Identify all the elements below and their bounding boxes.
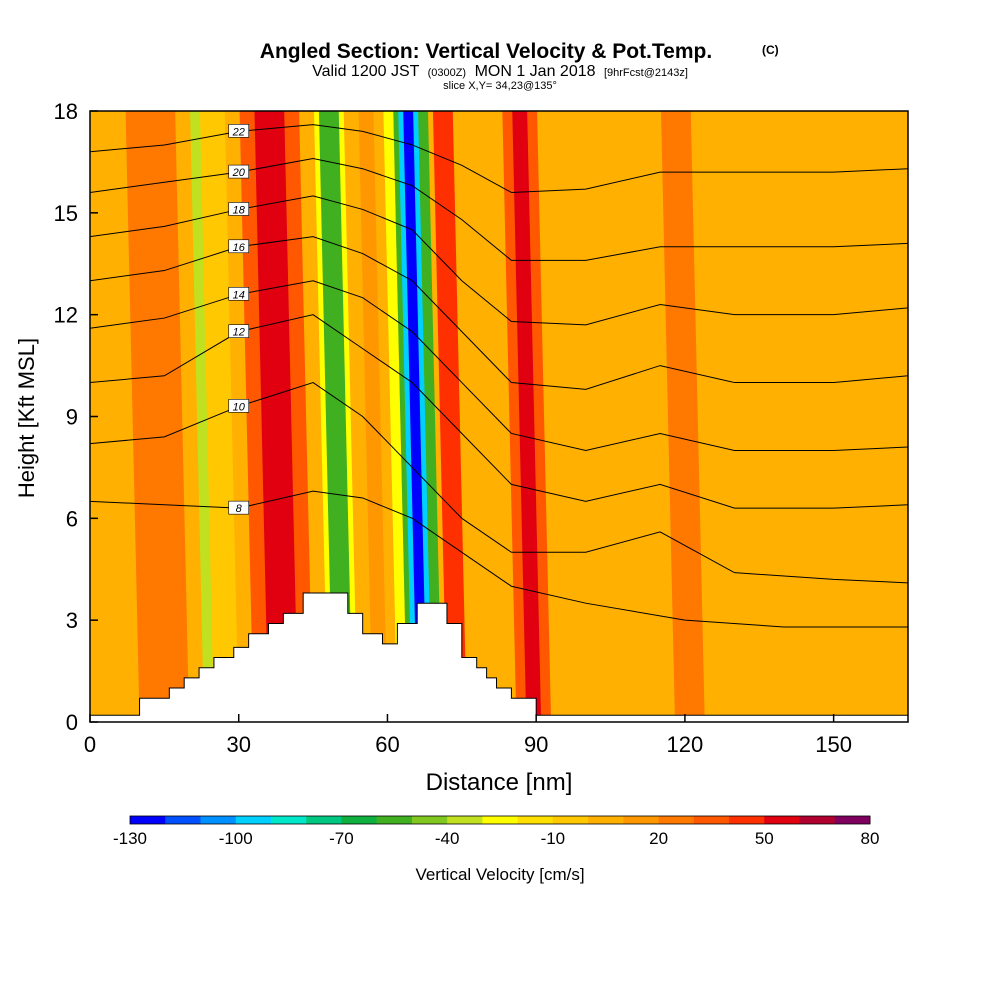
terrain-mask [90, 592, 908, 722]
colorbar-swatch [834, 816, 871, 824]
colorbar-tick-label: 20 [649, 829, 668, 848]
y-axis-ticks: 0 3 6 9 12 15 18 [54, 99, 98, 735]
subtitle-date: MON 1 Jan 2018 [475, 63, 596, 80]
colorbar-swatch [341, 816, 378, 824]
svg-text:12: 12 [233, 327, 245, 339]
colorbar-swatch [165, 816, 201, 824]
svg-text:10: 10 [233, 401, 246, 413]
colorbar-tick-label: -10 [541, 829, 566, 848]
isentrope-label: 20 [228, 164, 250, 179]
colorbar-swatch [235, 816, 272, 824]
velocity-band [403, 111, 428, 722]
isentrope-label: 14 [228, 286, 250, 301]
subtitle-fcst: [9hrFcst@2143z] [604, 67, 688, 79]
isentrope-line [90, 490, 908, 628]
chart-subtitle-slice: slice X,Y= 34,23@135° [443, 80, 557, 92]
colorbar-swatch [411, 816, 448, 824]
chart-subtitle: Valid 1200 JST (0300Z) MON 1 Jan 2018 [9… [312, 63, 688, 80]
isentrope-label: 22 [228, 124, 250, 138]
colorbar-swatch [729, 816, 765, 824]
svg-text:14: 14 [233, 289, 245, 301]
svg-text:22: 22 [232, 126, 245, 138]
subtitle-valid: Valid 1200 JST [312, 63, 420, 80]
colorbar-swatch [693, 816, 730, 824]
colorbar-swatch [764, 816, 801, 824]
colorbar-swatch [552, 816, 589, 824]
colorbar-swatch [447, 816, 483, 824]
colorbar-tick-label: 50 [755, 829, 774, 848]
x-axis-ticks: 0 30 60 90 120 150 [84, 714, 852, 757]
y-axis-label: Height [Kft MSL] [14, 338, 39, 498]
x-tick-label: 30 [226, 732, 250, 757]
subtitle-utc: (0300Z) [428, 67, 467, 79]
colorbar-tick-label: -70 [329, 829, 354, 848]
x-tick-label: 60 [375, 732, 399, 757]
svg-text:18: 18 [233, 204, 246, 216]
isentrope-label: 10 [228, 399, 250, 413]
colorbar-swatch [517, 816, 554, 824]
colorbar-swatch [623, 816, 660, 824]
colorbar-tick-labels: -130 -100 -70 -40 -10 20 50 80 [113, 829, 879, 848]
chart-title-unit: (C) [762, 43, 779, 57]
velocity-band [383, 111, 408, 722]
y-tick-label: 3 [66, 608, 78, 633]
plot-area: 8 10 12 14 16 18 20 22 [90, 111, 908, 722]
x-tick-label: 0 [84, 732, 96, 757]
colorbar-swatch [270, 816, 307, 824]
colorbar-swatch [306, 816, 342, 824]
velocity-band [660, 111, 705, 722]
colorbar-swatch [376, 816, 413, 824]
colorbar-swatch [658, 816, 695, 824]
y-tick-label: 15 [54, 201, 78, 226]
y-tick-label: 0 [66, 710, 78, 735]
svg-text:16: 16 [233, 242, 246, 254]
colorbar-swatch [130, 816, 166, 824]
colorbar-tick-label: -40 [435, 829, 460, 848]
x-axis-label: Distance [nm] [426, 769, 573, 796]
velocity-band [254, 111, 299, 722]
colorbar-swatch [482, 816, 519, 824]
chart-title: Angled Section: Vertical Velocity & Pot.… [260, 40, 712, 63]
x-tick-label: 90 [524, 732, 548, 757]
isentrope-label: 12 [228, 324, 250, 339]
isentrope-label: 8 [228, 500, 250, 515]
isentrope-label: 18 [228, 202, 250, 216]
svg-text:8: 8 [236, 503, 243, 515]
colorbar-swatch [200, 816, 237, 824]
y-tick-label: 12 [54, 303, 78, 328]
colorbar-tick-label: 80 [861, 829, 880, 848]
velocity-band [358, 111, 388, 722]
y-tick-label: 9 [66, 405, 78, 430]
colorbar-tick-label: -130 [113, 829, 147, 848]
y-tick-label: 6 [66, 506, 78, 531]
velocity-band [318, 111, 353, 722]
x-tick-label: 120 [667, 732, 704, 757]
isentrope-labels: 8 10 12 14 16 18 20 22 [228, 124, 250, 515]
colorbar-swatch [799, 816, 836, 824]
velocity-band [125, 111, 190, 722]
velocity-band [432, 111, 467, 722]
x-tick-label: 150 [815, 732, 852, 757]
y-tick-label: 18 [54, 99, 78, 124]
svg-text:20: 20 [232, 167, 246, 179]
colorbar [129, 815, 871, 825]
colorbar-label: Vertical Velocity [cm/s] [415, 865, 584, 884]
isentrope-label: 16 [228, 239, 250, 254]
velocity-band [512, 111, 542, 722]
velocity-band [199, 111, 239, 722]
velocity-bands [125, 111, 705, 722]
colorbar-swatch [588, 816, 624, 824]
colorbar-tick-label: -100 [219, 829, 253, 848]
